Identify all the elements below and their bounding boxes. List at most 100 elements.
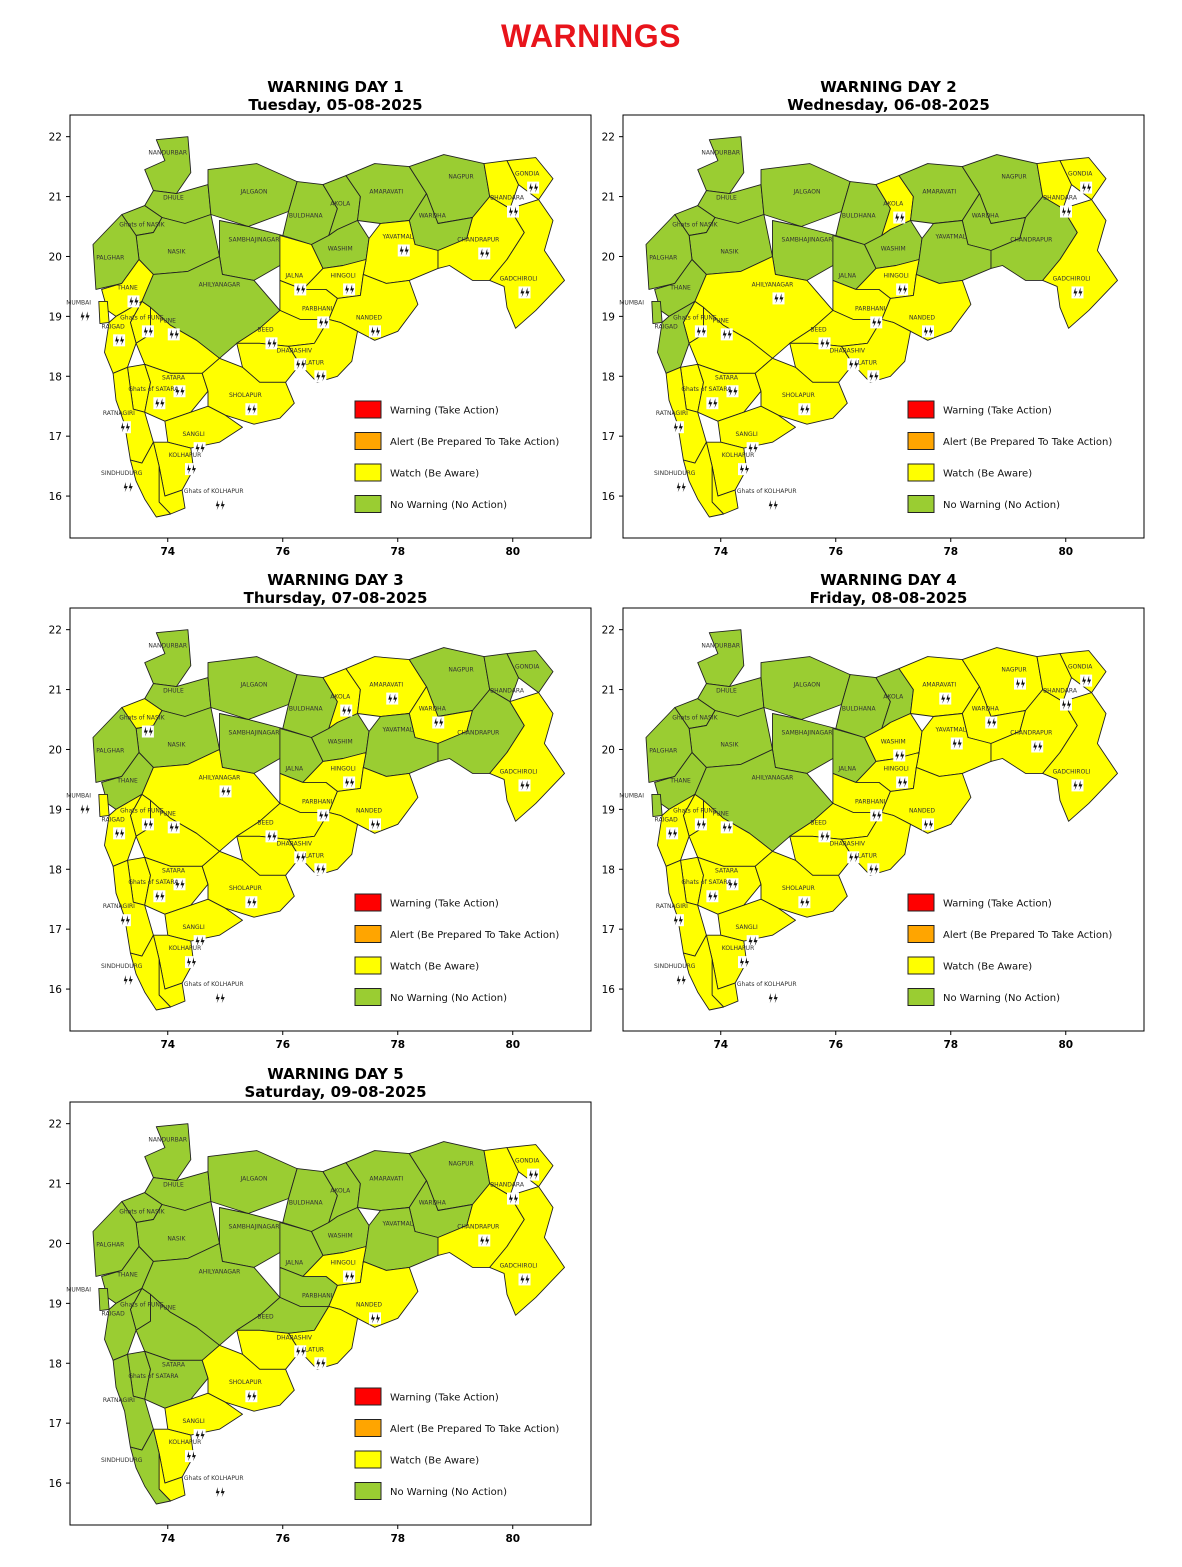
district-sindhudurg[interactable]: [129, 934, 172, 1011]
district-label: NAGPUR: [1001, 667, 1026, 674]
district-label: MUMBAI: [66, 792, 91, 799]
district-gadchiroli[interactable]: [1042, 199, 1118, 329]
district-label: PALGHAR: [649, 747, 677, 754]
district-label: SHOLAPUR: [229, 1379, 262, 1386]
district-label: AMARAVATI: [369, 682, 403, 689]
y-tick-label: 19: [49, 311, 62, 323]
district-label: RAIGAD: [655, 816, 679, 823]
district-nanded[interactable]: [881, 273, 972, 341]
district-map: NANDURBAR DHULE JALGAON BULDHANA AKOLA AMARAV…: [602, 114, 1145, 558]
y-tick-label: 22: [49, 132, 62, 144]
district-nanded[interactable]: [328, 273, 419, 341]
district-mumbai[interactable]: [98, 300, 110, 325]
thunderstorm-icon: [766, 499, 779, 512]
district-label: AKOLA: [883, 694, 904, 701]
district-gondia[interactable]: [506, 1144, 554, 1188]
district-label: WARDHA: [419, 706, 447, 713]
legend-swatch: [354, 463, 382, 482]
district-sholapur[interactable]: [201, 1344, 295, 1412]
district-map: NANDURBAR DHULE JALGAON BULDHANA AKOLA AMARAV…: [49, 114, 592, 558]
district-label: JALNA: [837, 272, 857, 279]
district-mumbai[interactable]: [651, 793, 663, 818]
district-mumbai[interactable]: [651, 300, 663, 325]
district-nanded[interactable]: [328, 1260, 419, 1328]
district-label: NANDURBAR: [148, 643, 187, 650]
thunderstorm-icon: [893, 749, 906, 762]
thunderstorm-icon: [478, 1234, 491, 1247]
district-sholapur[interactable]: [754, 357, 848, 425]
district-gondia[interactable]: [1059, 157, 1107, 201]
district-label: GADCHIROLI: [500, 275, 538, 282]
district-raigad[interactable]: [657, 300, 696, 374]
district-label: RAIGAD: [102, 323, 126, 330]
district-bhandara[interactable]: [483, 160, 519, 210]
y-tick-label: 20: [602, 744, 615, 756]
district-jalgaon[interactable]: [760, 163, 851, 227]
district-jalgaon[interactable]: [760, 656, 851, 720]
district-label: Ghats of PUNE: [120, 807, 164, 814]
district-bhandara[interactable]: [483, 1147, 519, 1197]
district-label: Ghats of SATARA: [681, 386, 732, 393]
thunderstorm-icon: [818, 337, 831, 350]
district-label: Ghats of NASIK: [119, 1209, 165, 1216]
district-label: AMARAVATI: [369, 1176, 403, 1183]
district-label: AHILYANAGAR: [199, 774, 241, 781]
district-gadchiroli[interactable]: [489, 199, 565, 329]
legend: Warning (Take Action) Alert (Be Prepared …: [354, 893, 559, 1006]
district-gondia[interactable]: [506, 650, 554, 694]
district-label: SATARA: [162, 867, 186, 874]
district-sindhudurg[interactable]: [682, 441, 725, 518]
district-label: Ghats of PUNE: [120, 314, 164, 321]
district-gadchiroli[interactable]: [489, 692, 565, 822]
district-label: AHILYANAGAR: [199, 1268, 241, 1275]
district-gadchiroli[interactable]: [489, 1186, 565, 1316]
panel-date: Friday, 08-08-2025: [809, 589, 968, 607]
district-gadchiroli[interactable]: [1042, 692, 1118, 822]
district-sindhudurg[interactable]: [129, 1428, 172, 1505]
district-jalgaon[interactable]: [207, 656, 298, 720]
district-label: BHANDARA: [490, 1182, 525, 1189]
panel-heading: WARNING DAY 5: [267, 1065, 404, 1083]
district-mumbai[interactable]: [98, 793, 110, 818]
district-sindhudurg[interactable]: [682, 934, 725, 1011]
district-sholapur[interactable]: [754, 850, 848, 918]
district-gondia[interactable]: [506, 157, 554, 201]
district-sholapur[interactable]: [201, 357, 295, 425]
district-raigad[interactable]: [104, 1287, 143, 1361]
district-sholapur[interactable]: [201, 850, 295, 918]
district-bhandara[interactable]: [1036, 160, 1072, 210]
district-label: DHARASHIV: [277, 840, 313, 847]
district-label: Ghats of NASIK: [672, 715, 718, 722]
x-tick-label: 76: [275, 1533, 290, 1545]
district-label: GADCHIROLI: [1053, 768, 1091, 775]
thunderstorm-icon: [141, 725, 154, 738]
district-jalgaon[interactable]: [207, 1150, 298, 1214]
district-bhandara[interactable]: [483, 653, 519, 703]
district-label: Ghats of PUNE: [673, 807, 717, 814]
x-tick-label: 80: [1058, 546, 1073, 558]
district-label: GADCHIROLI: [500, 1262, 538, 1269]
y-tick-label: 22: [49, 1119, 62, 1131]
district-bhandara[interactable]: [1036, 653, 1072, 703]
district-label: GONDIA: [515, 1158, 540, 1165]
district-nanded[interactable]: [881, 766, 972, 834]
district-sindhudurg[interactable]: [129, 441, 172, 518]
district-label: CHANDRAPUR: [457, 729, 499, 736]
thunderstorm-icon: [294, 851, 307, 864]
thunderstorm-icon: [294, 358, 307, 371]
thunderstorm-icon: [674, 974, 687, 987]
district-mumbai[interactable]: [98, 1287, 110, 1312]
thunderstorm-icon: [694, 325, 707, 338]
thunderstorm-icon: [867, 863, 880, 876]
y-tick-label: 17: [602, 924, 615, 936]
district-nanded[interactable]: [328, 766, 419, 834]
district-jalgaon[interactable]: [207, 163, 298, 227]
legend-label: Watch (Be Aware): [390, 469, 479, 480]
district-label: RAIGAD: [655, 323, 679, 330]
district-label: BULDHANA: [289, 1200, 324, 1207]
district-label: PARBHANI: [302, 798, 333, 805]
y-tick-label: 22: [49, 625, 62, 637]
district-gondia[interactable]: [1059, 650, 1107, 694]
warning-day-panel: WARNING DAY 5 Saturday, 09-08-2025 NANDURB…: [48, 1065, 623, 1560]
thunderstorm-icon: [706, 890, 719, 903]
